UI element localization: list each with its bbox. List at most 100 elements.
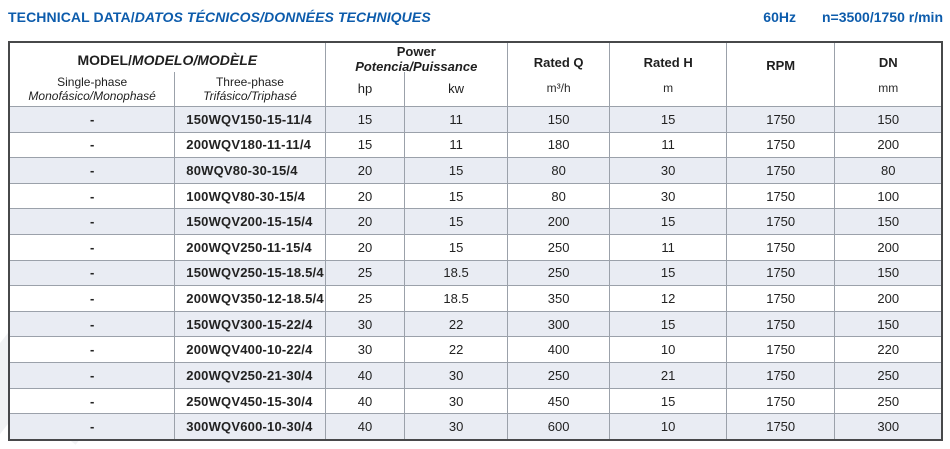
cell-rated-q: 80	[508, 158, 611, 183]
cell-rpm: 1750	[727, 286, 836, 311]
cell-rated-q: 250	[508, 363, 611, 388]
cell-rpm: 1750	[727, 363, 836, 388]
header-rated-h-unit: m	[663, 81, 674, 96]
cell-kw: 30	[405, 414, 508, 439]
cell-hp: 20	[326, 158, 406, 183]
cell-kw: 18.5	[405, 286, 508, 311]
cell-model: 200WQV250-11-15/4	[175, 235, 326, 260]
header-model-group: MODEL/MODELO/MODÈLE	[10, 43, 326, 72]
cell-rated-q: 200	[508, 209, 611, 235]
cell-kw: 11	[405, 132, 508, 158]
cell-dn: 150	[877, 214, 900, 230]
header-single-phase-translations: Monofásico/Monophasé	[28, 89, 156, 103]
cell-dn: 200	[877, 137, 900, 153]
table-row: -150WQV150-15-11/4 15 11 150 15 1750 150	[10, 107, 941, 133]
cell-rated-q: 150	[508, 107, 611, 132]
table-row: -150WQV300-15-22/4 30 22 300 15 1750 150	[10, 311, 941, 338]
cell-rated-h: 11	[610, 132, 727, 158]
cell-dn: 200	[877, 291, 900, 307]
header-model-translations: MODELO/MODÈLE	[131, 51, 258, 68]
table-row: -200WQV250-11-15/4 20 15 250 11 1750 200	[10, 235, 941, 261]
header-rated-h: Rated H m	[610, 43, 727, 107]
technical-data-table: MODEL/MODELO/MODÈLE Power Potencia/Puiss…	[8, 41, 943, 441]
cell-hp: 15	[326, 132, 406, 158]
cell-rated-q: 80	[508, 183, 611, 209]
cell-single-phase: -	[10, 260, 176, 286]
cell-rpm: 1750	[727, 183, 836, 209]
cell-rated-h: 15	[610, 260, 727, 286]
cell-single-phase: -	[10, 414, 176, 439]
cell-kw: 15	[405, 158, 508, 183]
cell-kw: 30	[405, 388, 508, 414]
header-power-group: Power Potencia/Puissance	[325, 43, 508, 74]
cell-model: 150WQV200-15-15/4	[175, 209, 326, 235]
cell-rated-q: 400	[508, 337, 611, 363]
speed-value: n=3500/1750 r/min	[821, 9, 943, 25]
cell-rated-q: 350	[508, 286, 611, 311]
cell-dn: 220	[877, 342, 900, 358]
table-row: -150WQV200-15-15/4 20 15 200 15 1750 150	[10, 209, 941, 236]
cell-rpm: 1750	[727, 260, 836, 286]
cell-rpm: 1750	[727, 235, 836, 260]
cell-rated-h: 15	[610, 107, 727, 132]
cell-single-phase: -	[10, 286, 176, 311]
cell-model: 80WQV80-30-15/4	[175, 158, 326, 183]
cell-hp: 15	[326, 107, 406, 132]
cell-single-phase: -	[10, 363, 176, 388]
cell-kw: 30	[405, 363, 508, 388]
cell-single-phase: -	[10, 311, 176, 337]
cell-single-phase: -	[10, 158, 176, 183]
cell-rated-q: 180	[508, 132, 611, 158]
cell-rpm: 1750	[727, 132, 836, 158]
cell-kw: 22	[405, 311, 508, 337]
header-model-en: MODEL/	[77, 51, 132, 68]
cell-dn: 150	[877, 316, 900, 332]
cell-rated-q: 250	[508, 235, 611, 260]
cell-rated-q: 250	[508, 260, 611, 286]
cell-single-phase: -	[10, 388, 176, 414]
cell-rated-h: 15	[610, 311, 727, 337]
header-single-phase-en: Single-phase	[57, 74, 128, 89]
header-three-phase-en: Three-phase	[215, 74, 284, 89]
cell-model: 300WQV600-10-30/4	[175, 414, 326, 439]
header-rated-q: Rated Q m³/h	[507, 43, 611, 107]
cell-model: 150WQV150-15-11/4	[175, 107, 326, 132]
table-row: -150WQV250-15-18.5/4 25 18.5 250 15 1750 150	[10, 260, 941, 287]
cell-kw: 15	[405, 209, 508, 235]
cell-hp: 40	[326, 414, 406, 439]
table-row: -200WQV250-21-30/4 40 30 250 21 1750 250	[10, 363, 941, 389]
header-kw-label: kw	[448, 81, 465, 97]
cell-model: 150WQV300-15-22/4	[175, 311, 326, 337]
cell-hp: 25	[326, 260, 406, 286]
frequency-speed-info: 60Hz n=3500/1750 r/min	[763, 9, 943, 25]
cell-rated-h: 30	[610, 158, 727, 183]
cell-rated-h: 11	[610, 235, 727, 260]
cell-hp: 20	[326, 235, 406, 260]
cell-hp: 40	[326, 388, 406, 414]
cell-rated-q: 300	[508, 311, 611, 337]
cell-model: 200WQV400-10-22/4	[175, 337, 326, 363]
header-rpm: RPM	[726, 43, 836, 107]
cell-rated-h: 15	[610, 209, 727, 235]
cell-dn: 150	[877, 265, 900, 281]
header-power-translations: Potencia/Puissance	[355, 58, 478, 74]
page-title-en: TECHNICAL DATA/	[8, 9, 135, 25]
cell-hp: 30	[326, 311, 406, 337]
cell-kw: 15	[405, 183, 508, 209]
header-single-phase: Single-phase Monofásico/Monophasé	[10, 72, 176, 107]
cell-rated-q: 600	[508, 414, 611, 439]
header-dn-unit: mm	[878, 81, 899, 96]
cell-rated-h: 21	[610, 363, 727, 388]
cell-rated-h: 15	[610, 388, 727, 414]
cell-hp: 20	[326, 183, 406, 209]
cell-rated-h: 10	[610, 414, 727, 439]
header-three-phase: Three-phase Trifásico/Triphasé	[175, 72, 326, 107]
cell-rated-q: 450	[508, 388, 611, 414]
table-body: -150WQV150-15-11/4 15 11 150 15 1750 150-200WQ…	[10, 107, 941, 439]
header-rated-q-label: Rated Q	[533, 54, 584, 70]
cell-rpm: 1750	[727, 158, 836, 183]
cell-dn: 300	[877, 419, 900, 435]
cell-rpm: 1750	[727, 209, 836, 235]
cell-rpm: 1750	[727, 107, 836, 132]
cell-single-phase: -	[10, 107, 176, 132]
